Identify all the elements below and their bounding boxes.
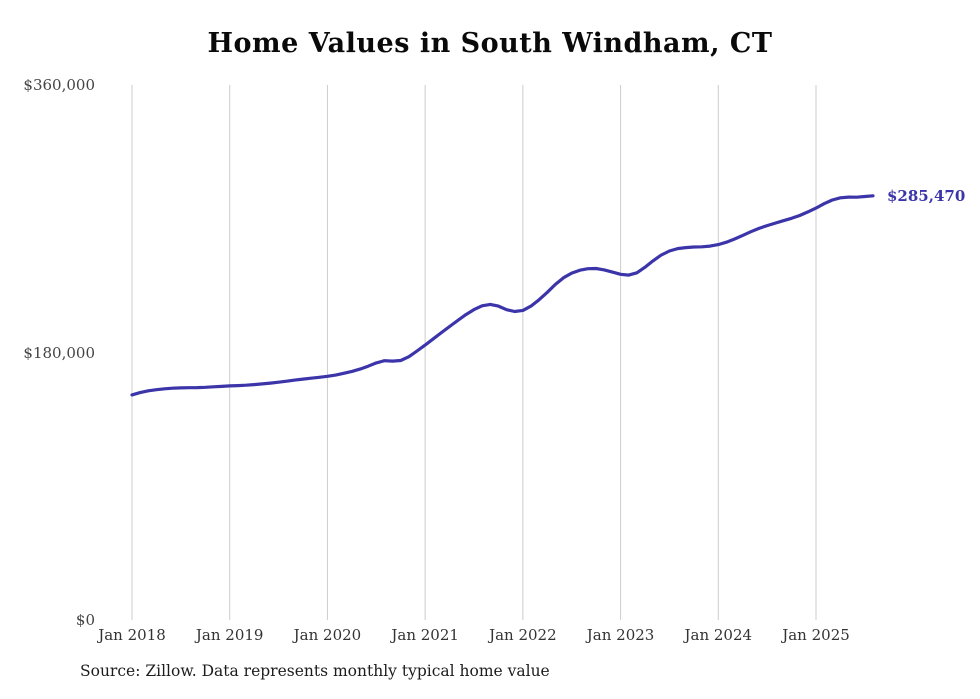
y-axis-tick-label: $180,000 [23, 343, 95, 362]
x-axis-tick-label: Jan 2023 [586, 626, 655, 644]
end-value-label: $285,470 [887, 186, 966, 205]
x-axis-tick-label: Jan 2018 [98, 626, 166, 644]
x-axis-tick-label: Jan 2019 [195, 626, 264, 644]
source-note: Source: Zillow. Data represents monthly … [80, 662, 550, 680]
home-value-line [130, 194, 875, 397]
y-axis-tick-label: $360,000 [23, 76, 95, 94]
x-axis-tick-label: Jan 2021 [391, 626, 459, 644]
gridlines [131, 85, 817, 620]
x-axis-tick-label: Jan 2020 [293, 626, 362, 644]
x-axis-tick-label: Jan 2024 [684, 626, 753, 644]
x-axis-tick-label: Jan 2025 [782, 626, 850, 644]
y-axis-tick-label: $0 [75, 611, 95, 629]
chart-title: Home Values in South Windham, CT [207, 28, 773, 59]
x-axis-tick-label: Jan 2022 [489, 626, 557, 644]
